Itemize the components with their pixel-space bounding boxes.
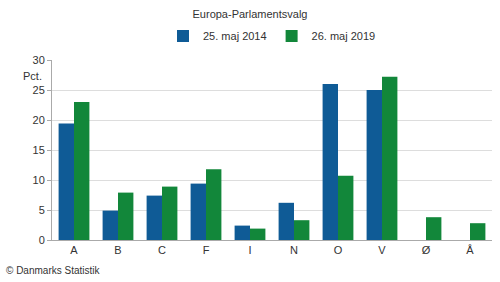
svg-text:20: 20: [33, 114, 45, 126]
svg-text:Europa-Parlamentsvalg: Europa-Parlamentsvalg: [193, 8, 308, 20]
svg-text:A: A: [70, 244, 78, 256]
svg-text:Ø: Ø: [422, 244, 431, 256]
svg-text:B: B: [114, 244, 121, 256]
svg-text:N: N: [290, 244, 298, 256]
svg-text:25: 25: [33, 84, 45, 96]
svg-text:15: 15: [33, 144, 45, 156]
svg-text:5: 5: [39, 204, 45, 216]
svg-text:© Danmarks Statistik: © Danmarks Statistik: [6, 265, 101, 276]
svg-text:26. maj 2019: 26. maj 2019: [312, 30, 376, 42]
svg-text:C: C: [158, 244, 166, 256]
svg-text:V: V: [378, 244, 386, 256]
svg-text:O: O: [334, 244, 343, 256]
svg-text:Pct.: Pct.: [23, 70, 42, 82]
svg-text:25. maj 2014: 25. maj 2014: [203, 30, 267, 42]
svg-text:10: 10: [33, 174, 45, 186]
svg-text:F: F: [203, 244, 210, 256]
svg-text:I: I: [248, 244, 251, 256]
svg-text:Å: Å: [466, 244, 474, 256]
svg-text:30: 30: [33, 54, 45, 66]
svg-text:0: 0: [39, 234, 45, 246]
